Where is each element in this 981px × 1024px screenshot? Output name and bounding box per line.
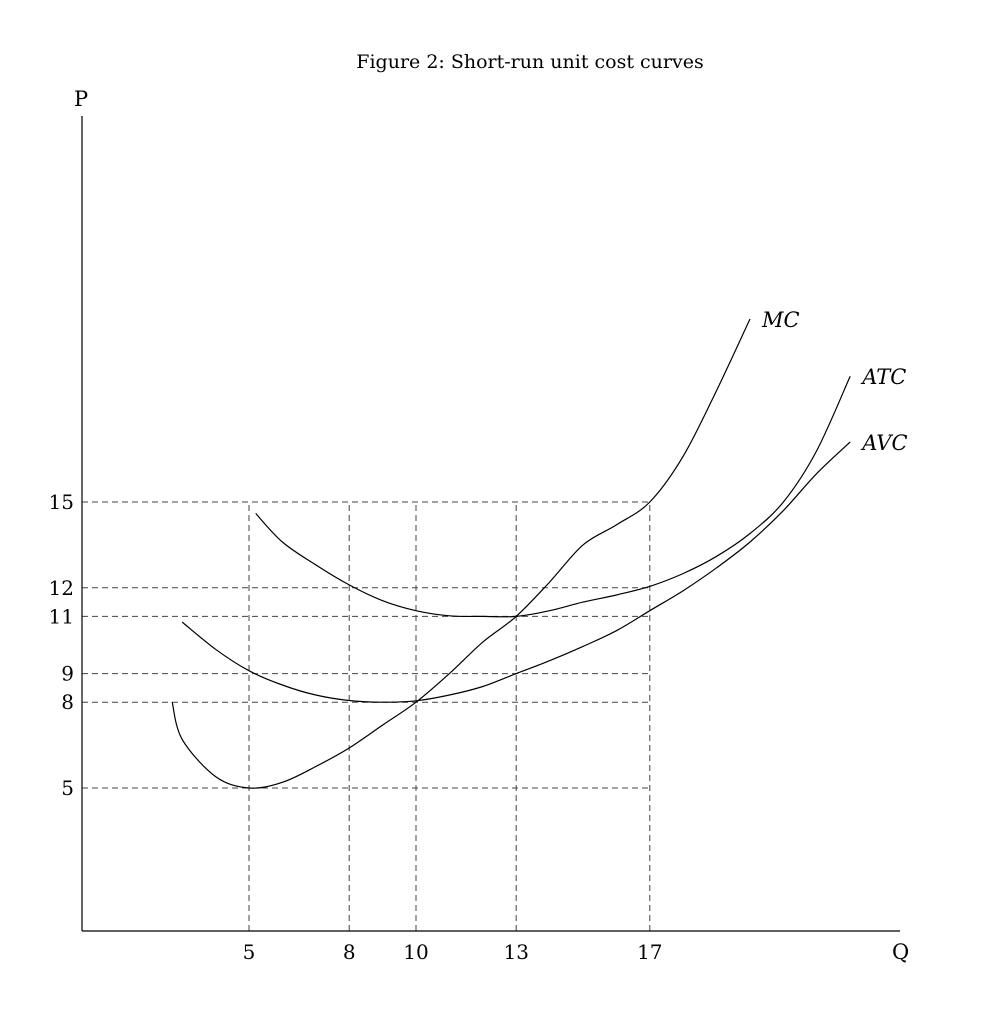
x-tick-label-5: 5 xyxy=(243,940,256,964)
guide-lines xyxy=(82,501,651,931)
y-tick-label-15: 15 xyxy=(49,490,74,514)
curve-avc xyxy=(181,441,851,703)
x-tick-label-17: 17 xyxy=(637,940,662,964)
curves: MC ATC AVC xyxy=(171,308,908,789)
x-axis-label: Q xyxy=(892,940,909,964)
curve-label-mc: MC xyxy=(761,308,800,332)
curve-label-atc: ATC xyxy=(860,365,906,389)
y-tick-label-5: 5 xyxy=(61,776,74,800)
y-tick-label-11: 11 xyxy=(49,604,74,628)
x-tick-label-13: 13 xyxy=(503,940,528,964)
y-tick-label-8: 8 xyxy=(61,690,74,714)
x-tick-label-8: 8 xyxy=(343,940,356,964)
curve-label-avc: AVC xyxy=(860,431,907,455)
curve-mc xyxy=(171,318,751,789)
chart-title: Figure 2: Short-run unit cost curves xyxy=(356,51,703,73)
y-tick-label-9: 9 xyxy=(61,662,74,686)
x-tick-label-10: 10 xyxy=(403,940,428,964)
tick-labels: 5 8 10 13 17 5 8 9 11 12 15 xyxy=(49,490,663,964)
y-tick-label-12: 12 xyxy=(49,576,74,600)
y-axis-label: P xyxy=(74,87,88,111)
curve-atc xyxy=(255,375,851,618)
